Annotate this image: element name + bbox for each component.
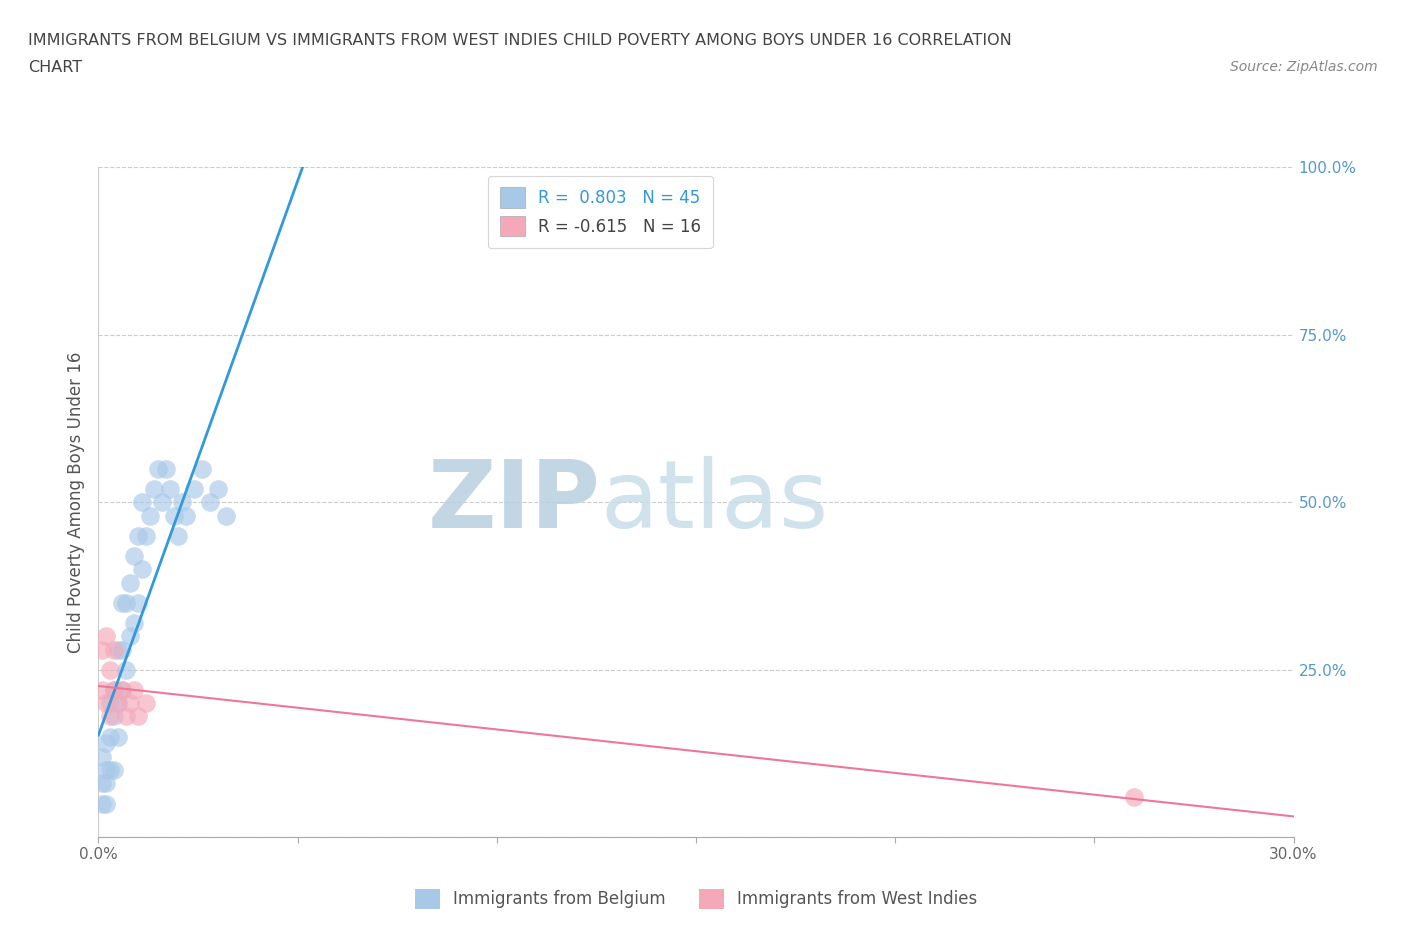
Point <box>115 595 138 610</box>
Point <box>103 642 125 657</box>
Point <box>143 482 166 497</box>
Point <box>91 642 114 657</box>
Point <box>191 461 214 476</box>
Point <box>91 776 114 790</box>
Point <box>174 508 197 523</box>
Text: IMMIGRANTS FROM BELGIUM VS IMMIGRANTS FROM WEST INDIES CHILD POVERTY AMONG BOYS : IMMIGRANTS FROM BELGIUM VS IMMIGRANTS FR… <box>28 33 1012 47</box>
Point <box>150 495 173 510</box>
Point <box>131 562 153 577</box>
Legend: Immigrants from Belgium, Immigrants from West Indies: Immigrants from Belgium, Immigrants from… <box>408 882 984 916</box>
Point <box>159 482 181 497</box>
Point <box>96 763 118 777</box>
Point <box>124 616 146 631</box>
Point <box>98 763 122 777</box>
Point <box>107 696 129 711</box>
Point <box>103 763 125 777</box>
Point <box>127 528 149 543</box>
Point <box>96 776 118 790</box>
Point <box>107 729 129 744</box>
Point <box>120 696 142 711</box>
Point <box>96 736 118 751</box>
Point <box>139 508 162 523</box>
Text: atlas: atlas <box>600 457 828 548</box>
Point <box>91 750 114 764</box>
Point <box>127 595 149 610</box>
Point <box>111 595 134 610</box>
Point <box>115 662 138 677</box>
Point <box>111 642 134 657</box>
Point <box>96 629 118 644</box>
Point <box>120 575 142 590</box>
Point <box>103 683 125 698</box>
Point <box>198 495 221 510</box>
Point <box>131 495 153 510</box>
Point <box>124 683 146 698</box>
Point <box>135 528 157 543</box>
Point <box>96 696 118 711</box>
Point <box>98 696 122 711</box>
Point <box>107 642 129 657</box>
Point <box>207 482 229 497</box>
Point <box>96 796 118 811</box>
Point <box>91 796 114 811</box>
Point <box>172 495 194 510</box>
Point <box>163 508 186 523</box>
Point <box>111 683 134 698</box>
Point <box>167 528 190 543</box>
Text: CHART: CHART <box>28 60 82 75</box>
Point <box>215 508 238 523</box>
Point <box>127 709 149 724</box>
Point <box>98 662 122 677</box>
Point <box>120 629 142 644</box>
Point <box>98 709 122 724</box>
Text: ZIP: ZIP <box>427 457 600 548</box>
Y-axis label: Child Poverty Among Boys Under 16: Child Poverty Among Boys Under 16 <box>66 352 84 653</box>
Point <box>103 709 125 724</box>
Point <box>111 683 134 698</box>
Point <box>91 683 114 698</box>
Point <box>183 482 205 497</box>
Point <box>124 549 146 564</box>
Text: Source: ZipAtlas.com: Source: ZipAtlas.com <box>1230 60 1378 74</box>
Point <box>135 696 157 711</box>
Point <box>103 683 125 698</box>
Point <box>115 709 138 724</box>
Point <box>1123 790 1146 804</box>
Point <box>98 729 122 744</box>
Point <box>155 461 177 476</box>
Point <box>148 461 170 476</box>
Point <box>107 696 129 711</box>
